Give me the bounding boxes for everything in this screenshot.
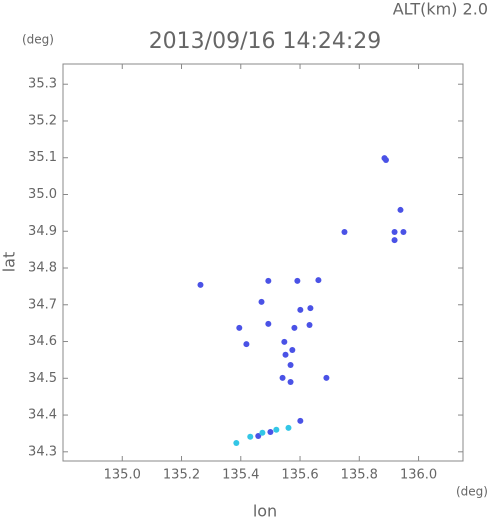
echo-point [307, 305, 314, 312]
echo-point [236, 324, 243, 331]
echo-point [297, 306, 304, 313]
echo-point [281, 338, 288, 345]
echo-point [273, 426, 280, 433]
echo-point [391, 228, 398, 235]
echo-point [289, 346, 296, 353]
x-tick-label: 135.6 [281, 468, 318, 483]
echo-point [285, 424, 292, 431]
echo-point [233, 439, 240, 446]
echo-point [267, 428, 274, 435]
echo-point [297, 417, 304, 424]
y-axis-label: lat [0, 252, 19, 273]
echo-point [255, 433, 262, 440]
x-tick-label: 135.4 [222, 468, 259, 483]
x-tick-label: 135.0 [104, 468, 141, 483]
echo-point [315, 277, 322, 284]
y-tick-label: 34.9 [28, 224, 57, 239]
plot-frame [62, 63, 464, 462]
echo-point [391, 237, 398, 244]
echo-point [258, 298, 265, 305]
echo-point [294, 277, 301, 284]
y-tick-label: 34.7 [28, 297, 57, 312]
echo-point [259, 429, 266, 436]
y-tick-label: 34.8 [28, 261, 57, 276]
echo-point [291, 324, 298, 331]
echo-point [243, 341, 250, 348]
chart-subtitle: ALT(km) 2.0 [393, 0, 488, 19]
echo-point [287, 362, 294, 369]
x-axis-label: lon [253, 502, 277, 521]
echo-point [265, 277, 272, 284]
x-tick-label: 135.8 [341, 468, 378, 483]
y-tick-label: 35.0 [28, 187, 57, 202]
echo-point [400, 228, 407, 235]
y-tick-label: 35.3 [28, 77, 57, 92]
y-unit: (deg) [22, 33, 54, 47]
echo-point [306, 321, 313, 328]
y-tick-label: 34.4 [28, 408, 57, 423]
echo-point [382, 156, 389, 163]
echo-point [287, 378, 294, 385]
x-tick-label: 136.0 [400, 468, 437, 483]
chart-title: 2013/09/16 14:24:29 [149, 29, 382, 54]
echo-point [197, 281, 204, 288]
echo-point [397, 206, 404, 213]
y-tick-label: 34.3 [28, 444, 57, 459]
echo-point [282, 351, 289, 358]
x-tick-label: 135.2 [163, 468, 200, 483]
x-unit: (deg) [456, 485, 488, 499]
echo-point [247, 433, 254, 440]
y-tick-label: 34.6 [28, 334, 57, 349]
y-tick-label: 35.2 [28, 113, 57, 128]
echo-point [341, 228, 348, 235]
y-tick-label: 34.5 [28, 371, 57, 386]
echo-point [279, 374, 286, 381]
echo-point [323, 374, 330, 381]
echo-point [265, 320, 272, 327]
y-tick-label: 35.1 [28, 150, 57, 165]
